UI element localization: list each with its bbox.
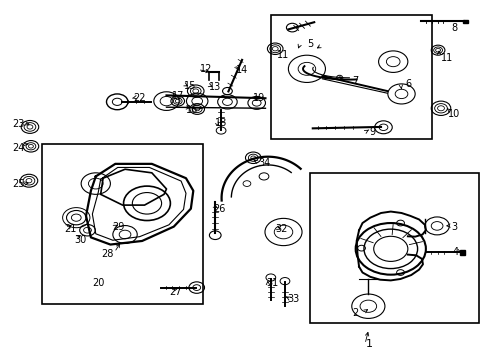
Text: 19: 19 [252, 93, 264, 103]
Text: 6: 6 [405, 79, 410, 89]
Text: 8: 8 [450, 23, 456, 33]
Text: 23: 23 [12, 120, 24, 129]
Text: 22: 22 [133, 93, 145, 103]
Text: 16: 16 [186, 105, 198, 116]
Text: 34: 34 [257, 158, 269, 168]
Bar [42, 144, 203, 304]
Bar [310, 173, 478, 323]
Bar [462, 20, 467, 23]
Bar [459, 250, 464, 255]
Text: 27: 27 [169, 287, 181, 297]
Text: 11: 11 [277, 50, 289, 60]
Text: 31: 31 [266, 278, 278, 288]
Text: 26: 26 [212, 204, 225, 215]
Text: 5: 5 [306, 40, 313, 49]
Text: 14: 14 [235, 64, 248, 75]
Text: 32: 32 [275, 225, 287, 234]
Text: 28: 28 [101, 249, 113, 259]
Text: 4: 4 [451, 247, 457, 257]
Text: 1: 1 [365, 339, 371, 349]
Text: 3: 3 [450, 222, 456, 231]
Bar [271, 15, 431, 139]
Text: 15: 15 [183, 81, 196, 91]
Text: 11: 11 [440, 53, 452, 63]
Text: 18: 18 [215, 118, 227, 128]
Text: 30: 30 [74, 235, 86, 245]
Text: 33: 33 [286, 294, 299, 304]
Text: 2: 2 [351, 309, 358, 318]
Text: 9: 9 [368, 127, 375, 137]
Text: 17: 17 [171, 91, 183, 101]
Text: 25: 25 [12, 179, 24, 189]
Text: 7: 7 [352, 76, 358, 86]
Text: 12: 12 [200, 64, 212, 74]
Text: 29: 29 [112, 222, 124, 232]
Text: 20: 20 [92, 278, 104, 288]
Text: 10: 10 [447, 109, 459, 119]
Text: 21: 21 [64, 225, 77, 234]
Text: 13: 13 [209, 82, 221, 93]
Text: 24: 24 [12, 143, 24, 153]
